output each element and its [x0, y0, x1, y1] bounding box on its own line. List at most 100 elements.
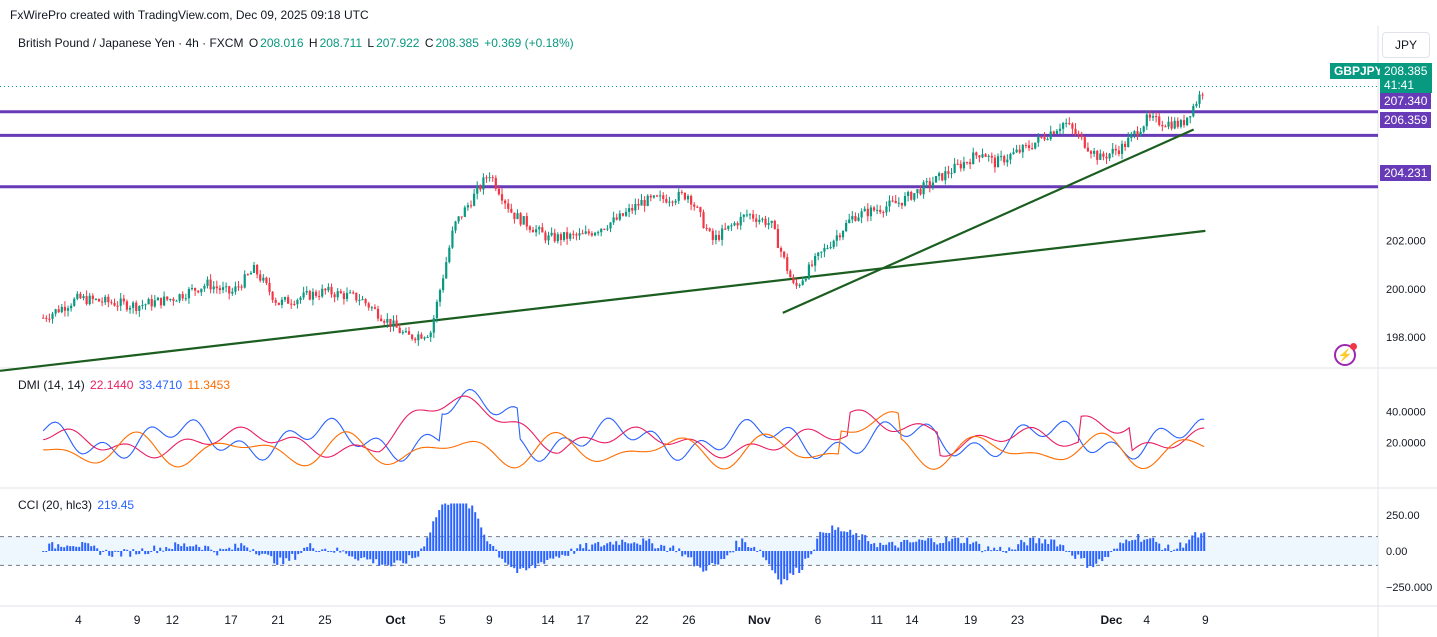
candle-body: [113, 303, 116, 306]
candle-body: [1018, 149, 1021, 153]
cci-bar: [312, 548, 315, 551]
cci-bar: [162, 550, 165, 552]
cci-bar: [180, 546, 183, 551]
cci-bar: [441, 504, 444, 551]
candle-body: [894, 200, 897, 204]
cci-bar: [819, 531, 822, 551]
candle-body: [153, 300, 156, 307]
cci-bar: [702, 551, 705, 572]
cci-bar: [105, 549, 108, 551]
candle-body: [882, 212, 885, 214]
candle-body: [910, 192, 913, 200]
cci-bar: [1158, 543, 1161, 551]
time-axis-label: 23: [1011, 613, 1025, 627]
candle-body: [82, 296, 85, 299]
cci-bar: [390, 551, 393, 567]
cci-bar: [96, 548, 99, 551]
cci-bar: [735, 540, 738, 551]
candle-body: [274, 300, 277, 303]
cci-bar: [1017, 544, 1020, 551]
dmi-legend: DMI (14, 14) 22.1440 33.4710 11.3453: [18, 378, 232, 392]
cci-bar: [672, 545, 675, 551]
candle-body: [110, 302, 113, 304]
candle-body: [457, 216, 460, 222]
candle-body: [76, 293, 79, 299]
candle-body: [1093, 150, 1096, 154]
candle-body: [628, 208, 631, 212]
currency-button[interactable]: JPY: [1382, 32, 1430, 58]
candle-body: [965, 162, 969, 164]
cci-bar: [153, 545, 156, 551]
cci-bar: [87, 543, 90, 551]
cci-bar: [297, 551, 300, 555]
cci-bar: [681, 551, 684, 557]
candle-body: [1182, 120, 1186, 126]
cci-bar: [501, 551, 504, 559]
candle-body: [916, 189, 919, 194]
candle-body: [150, 299, 153, 307]
cci-bar: [93, 545, 96, 551]
cci-bar: [597, 541, 600, 551]
candle-body: [544, 232, 547, 241]
candle-body: [283, 297, 287, 300]
candle-body: [91, 295, 94, 300]
cci-bar: [429, 532, 432, 551]
candle-body: [978, 155, 981, 158]
chart-frame[interactable]: 40.0000 20.0000 250.00 0.00 −250.000 202.000 2…: [0, 26, 1437, 637]
candle-body: [73, 298, 76, 306]
cci-bar: [1071, 551, 1074, 556]
candle-body: [1192, 105, 1195, 117]
cci-bar: [57, 544, 60, 551]
candle-body: [445, 262, 448, 279]
candle-body: [1062, 123, 1065, 129]
candle-body: [823, 248, 826, 252]
candle-body: [575, 234, 578, 236]
cci-bar: [858, 539, 861, 551]
chart-canvas[interactable]: 40.0000 20.0000 250.00 0.00 −250.000 202.000 2…: [0, 26, 1437, 637]
symbol-description[interactable]: British Pound / Japanese Yen · 4h · FXCM: [18, 36, 244, 50]
candle-body: [1136, 131, 1139, 136]
cci-bar: [1056, 546, 1059, 551]
candle-body: [448, 247, 451, 263]
candle-body: [938, 173, 941, 177]
cci-bar: [1074, 551, 1077, 559]
candle-body: [832, 240, 835, 248]
cci-bar: [1149, 538, 1152, 551]
candle-body: [1068, 123, 1071, 125]
cci-bar: [822, 532, 825, 551]
cci-bar: [966, 537, 969, 551]
cci-bar: [258, 551, 261, 556]
cci-bar: [1155, 541, 1158, 551]
cci-bar: [756, 551, 759, 552]
cci-bar: [885, 544, 888, 551]
cci-bar: [813, 549, 816, 551]
cci-bar: [609, 541, 612, 551]
candle-body: [420, 334, 423, 339]
cci-bar: [60, 546, 63, 551]
candle-body: [1108, 153, 1111, 159]
cci-label[interactable]: CCI (20, hlc3): [18, 498, 93, 512]
candle-body: [417, 334, 420, 341]
lightning-icon[interactable]: ⚡: [1334, 343, 1357, 366]
cci-bar: [1047, 543, 1050, 551]
candle-body: [104, 296, 107, 303]
dmi-label[interactable]: DMI (14, 14): [18, 378, 85, 392]
cci-bar: [774, 551, 777, 574]
cci-bar: [855, 533, 858, 551]
horizontal-levels: [0, 85, 1378, 189]
candle-body: [990, 155, 993, 158]
cci-bar: [408, 551, 411, 556]
level-tag-1: 207.340: [1380, 93, 1432, 109]
cci-bar: [438, 510, 441, 551]
cci-bar: [474, 512, 477, 551]
cci-bar: [786, 551, 789, 581]
cci-bar: [507, 551, 510, 565]
candle-body: [392, 320, 395, 327]
candle-body: [203, 285, 206, 289]
candle-body: [953, 163, 956, 173]
cci-bar: [639, 544, 642, 551]
cci-bar: [324, 548, 327, 551]
candle-body: [538, 227, 541, 230]
cci-bar: [504, 551, 507, 563]
cci-bar: [255, 551, 258, 555]
